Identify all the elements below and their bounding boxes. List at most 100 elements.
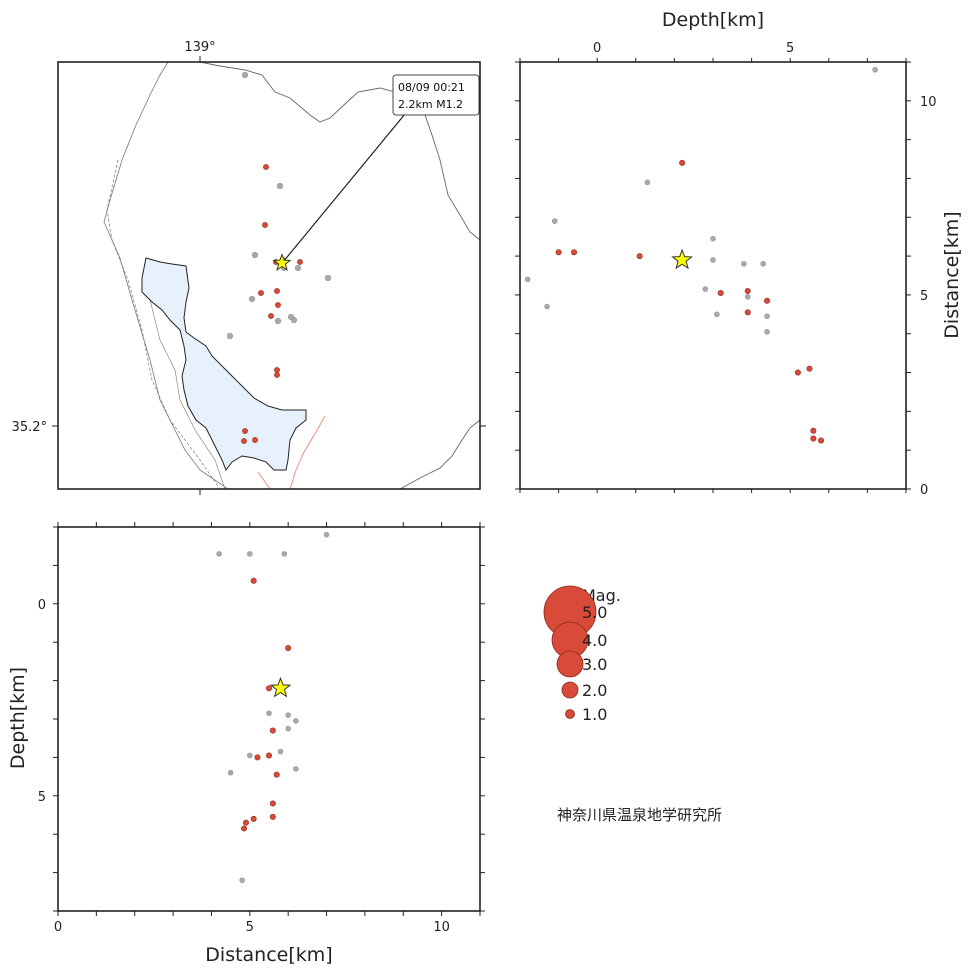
- past-event-dot: [285, 725, 291, 732]
- past-event-dot: [247, 752, 253, 759]
- recent-event-dot: [274, 367, 280, 373]
- recent-event-dot: [265, 685, 272, 692]
- recent-event-dot: [241, 825, 248, 832]
- past-event-dot: [247, 551, 253, 557]
- recent-event-dot: [268, 313, 274, 319]
- past-event-dot: [702, 286, 709, 292]
- right-events: [524, 66, 878, 444]
- magnitude-legend: Mag. 5.04.03.02.01.0: [543, 585, 621, 724]
- recent-event-dot: [242, 819, 249, 826]
- map-frame: [57, 61, 481, 490]
- recent-event-dot: [297, 259, 303, 265]
- recent-event-dot: [744, 309, 751, 316]
- recent-event-dot: [636, 253, 643, 260]
- past-event-dot: [276, 182, 284, 190]
- past-event-dot: [227, 769, 234, 776]
- recent-event-dot: [806, 365, 813, 372]
- legend-mag-label: 4.0: [582, 631, 607, 650]
- recent-event-dot: [285, 644, 292, 651]
- past-event-dot: [277, 748, 284, 755]
- depth-distance-panel: 0 5 0 5 10 Depth[km] Distance[km]: [515, 9, 963, 498]
- recent-event-dot: [265, 752, 272, 759]
- past-event-dot: [293, 718, 299, 724]
- fault-line-1: [289, 415, 326, 489]
- recent-event-dot: [252, 437, 258, 443]
- bottom-y-axis-title: Depth[km]: [7, 667, 29, 769]
- right-x-tick-label: 0: [593, 41, 601, 56]
- institution-credit: 神奈川県温泉地学研究所: [557, 806, 722, 824]
- terrain-boundary: [199, 62, 480, 241]
- coastline-dashed: [106, 159, 221, 489]
- past-event-dot: [323, 531, 330, 538]
- right-y-axis-title: Distance[km]: [941, 211, 963, 338]
- epicenter-map-panel: 08/09 00:21 2.2km M1.2 139° 35.2°: [12, 40, 486, 495]
- bottom-frame: [57, 526, 481, 912]
- recent-event-dot: [571, 249, 578, 256]
- legend-mag-label: 3.0: [582, 655, 607, 674]
- recent-event-dot: [810, 427, 817, 434]
- recent-event-dot: [679, 159, 686, 166]
- recent-event-dot: [250, 577, 257, 584]
- past-event-dot: [266, 710, 272, 717]
- past-event-dot: [324, 274, 332, 282]
- recent-event-dot: [810, 435, 817, 442]
- past-event-dot: [741, 261, 747, 267]
- past-event-dot: [281, 551, 288, 557]
- past-event-dot: [524, 276, 531, 283]
- latest-event-star-right: [671, 248, 693, 270]
- past-event-dot: [710, 235, 716, 242]
- legend-mag-circle: [565, 709, 575, 719]
- right-x-tick-label: 5: [786, 41, 794, 56]
- right-x-axis-title: Depth[km]: [662, 9, 764, 31]
- map-y-tick-label: 35.2°: [12, 420, 47, 435]
- past-event-dot: [294, 264, 302, 272]
- recent-event-dot: [794, 369, 801, 376]
- recent-event-dot: [258, 290, 264, 296]
- recent-event-dot: [250, 815, 257, 822]
- recent-event-dot: [269, 813, 276, 820]
- past-event-dot: [274, 317, 282, 325]
- past-event-dot: [710, 257, 716, 263]
- distance-depth-panel: 0 5 10 0 5 Distance[km] Depth[km]: [7, 522, 485, 966]
- recent-event-dot: [273, 771, 280, 778]
- latest-event-star-bottom: [269, 676, 292, 698]
- map-x-tick-label: 139°: [184, 40, 215, 55]
- past-event-dot: [241, 71, 249, 79]
- recent-event-dot: [263, 164, 269, 170]
- recent-event-dot: [254, 754, 261, 761]
- terrain-boundary-west: [149, 299, 226, 489]
- terrain-boundary-south: [399, 419, 480, 489]
- past-event-dot: [544, 303, 550, 310]
- legend-mag-circle: [561, 681, 579, 699]
- recent-event-dot: [269, 800, 276, 807]
- past-event-dot: [248, 295, 256, 303]
- past-event-dot: [872, 66, 878, 73]
- bottom-events: [216, 531, 330, 884]
- past-event-dot: [644, 179, 651, 186]
- legend-mag-label: 2.0: [582, 681, 607, 700]
- past-event-dot: [764, 313, 770, 320]
- past-event-dot: [293, 766, 299, 772]
- past-event-dot: [760, 261, 766, 267]
- recent-event-dot: [764, 297, 771, 304]
- recent-event-dot: [555, 249, 562, 256]
- past-event-dot: [714, 311, 720, 318]
- recent-event-dot: [241, 438, 247, 444]
- callout-line1: 08/09 00:21: [398, 81, 465, 94]
- past-event-dot: [226, 332, 234, 340]
- legend-mag-circle: [556, 650, 584, 678]
- past-event-dot: [251, 251, 259, 259]
- legend-mag-label: 5.0: [582, 603, 607, 622]
- recent-event-dot: [262, 222, 268, 228]
- recent-event-dot: [274, 372, 280, 378]
- past-event-dot: [285, 712, 291, 718]
- lake-area: [141, 257, 307, 472]
- right-frame: [519, 61, 907, 490]
- past-event-dot: [239, 877, 245, 884]
- bottom-y-tick-label: 5: [38, 790, 46, 805]
- past-event-dot: [744, 294, 751, 300]
- recent-event-dot: [269, 727, 276, 734]
- bottom-y-tick-label: 0: [38, 598, 46, 613]
- bottom-x-tick-label: 10: [433, 920, 450, 935]
- callout-leader: [282, 113, 406, 263]
